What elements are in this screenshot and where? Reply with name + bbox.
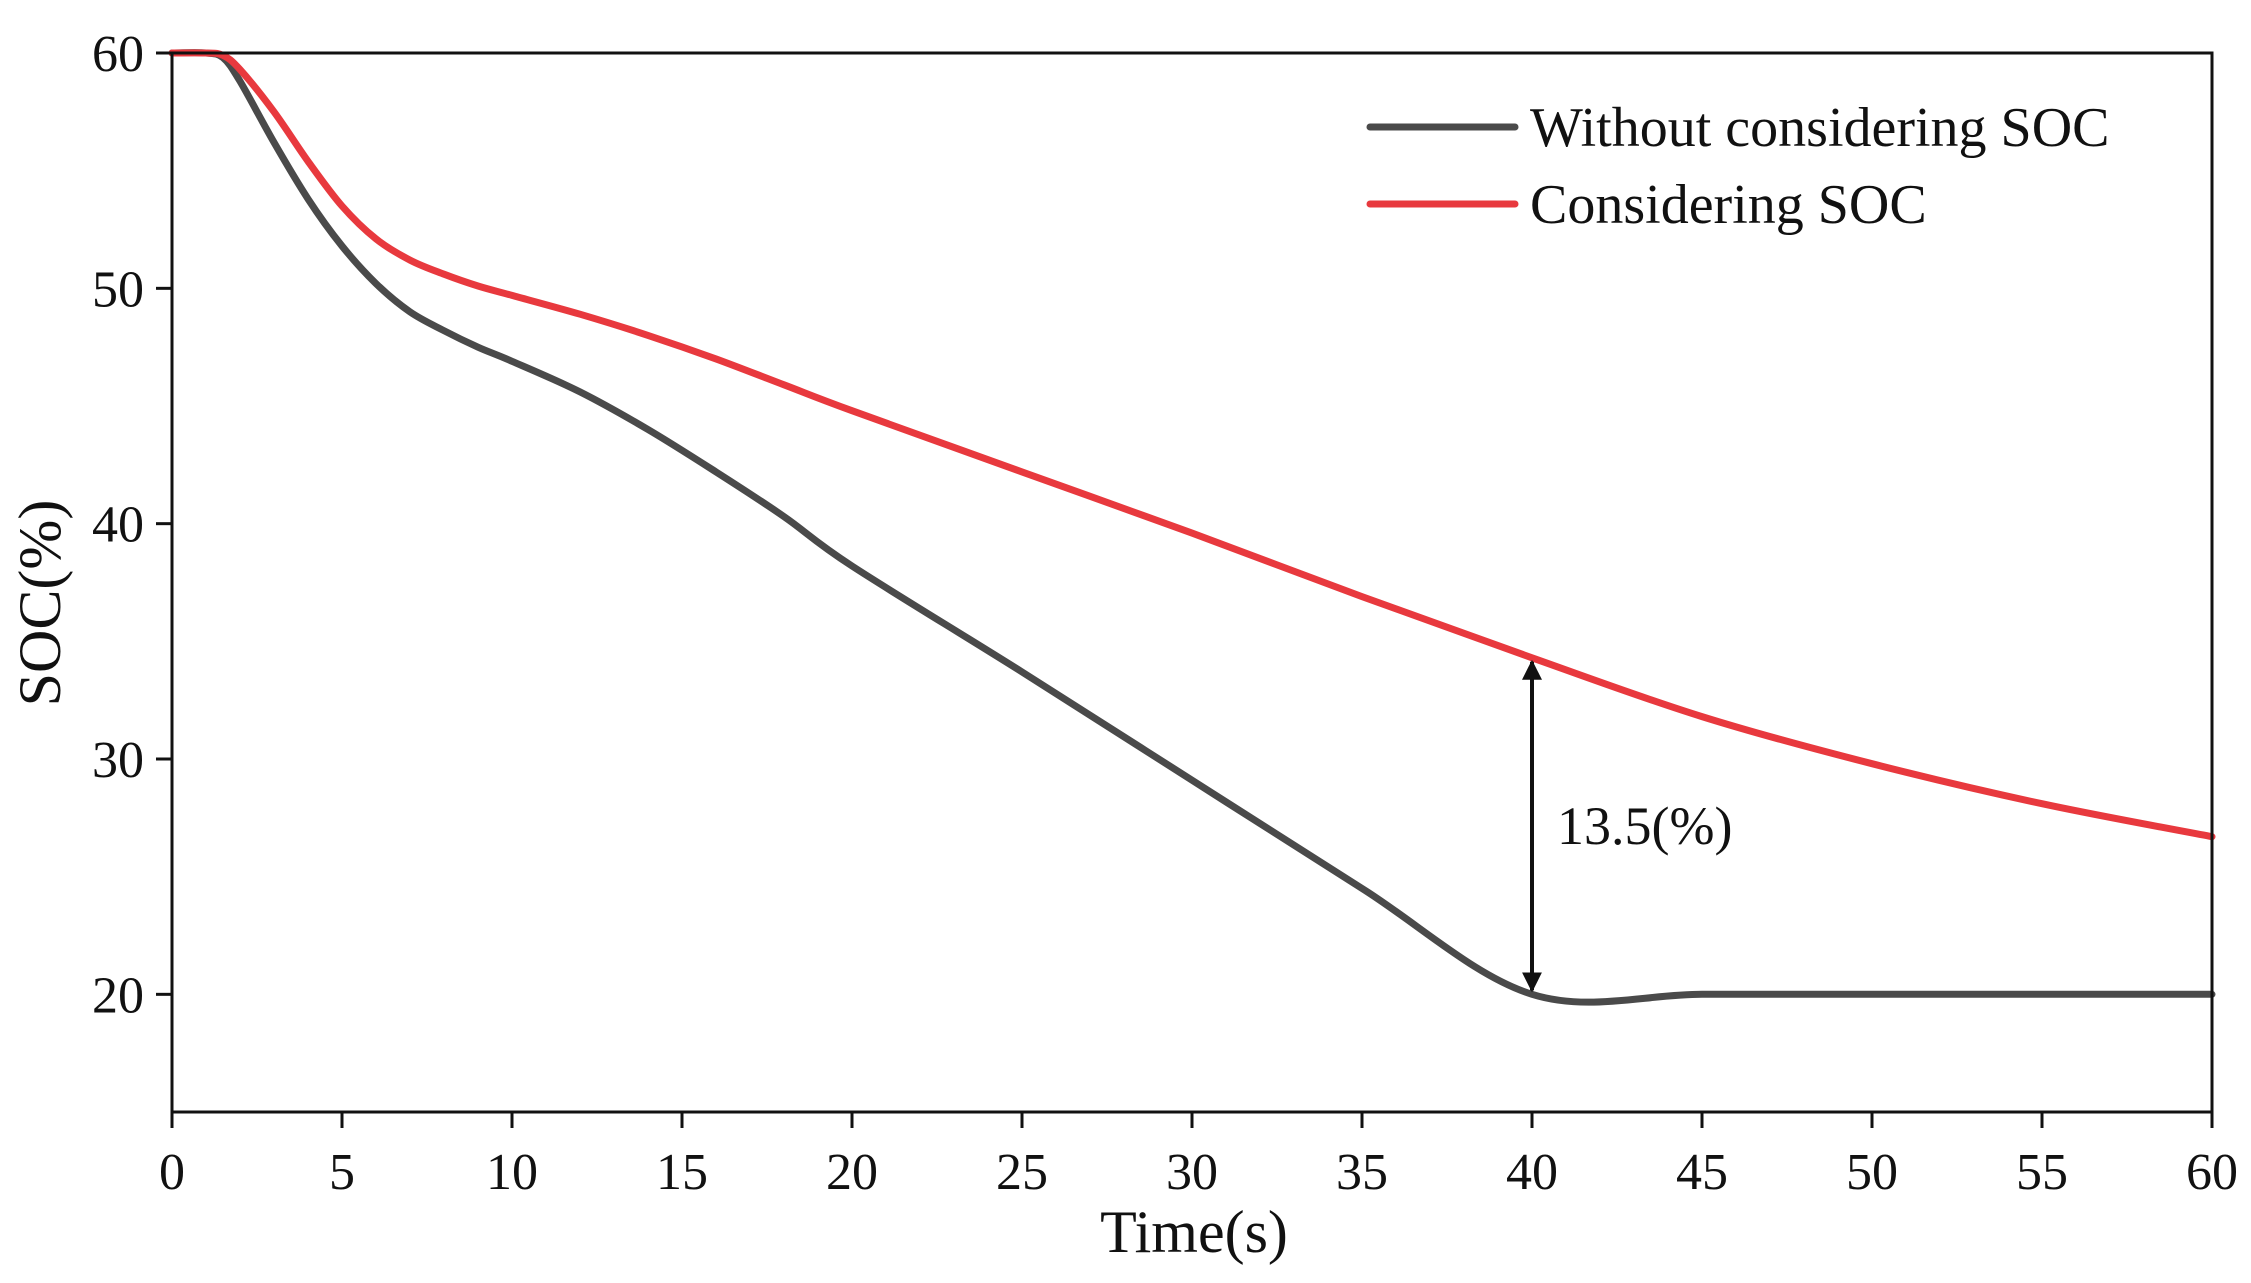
x-tick-label: 55 bbox=[2016, 1144, 2068, 1201]
series-line-2 bbox=[168, 49, 2216, 841]
x-axis-label: Time(s) bbox=[1100, 1199, 1288, 1265]
x-tick-label: 20 bbox=[826, 1144, 878, 1201]
x-tick-label: 60 bbox=[2186, 1144, 2238, 1201]
annotation-label: 13.5(%) bbox=[1557, 796, 1732, 856]
x-tick-label: 50 bbox=[1846, 1144, 1898, 1201]
plot-area: 0 5 10 15 20 25 30 35 40 45 50 55 60 20 30 40 50 60 Withou… bbox=[92, 26, 2238, 1201]
x-tick-label: 45 bbox=[1676, 1144, 1728, 1201]
x-tick-label: 10 bbox=[486, 1144, 538, 1201]
series-line-1 bbox=[168, 49, 2216, 1006]
y-tick-label: 40 bbox=[92, 497, 144, 554]
x-tick-label: 5 bbox=[329, 1144, 355, 1201]
legend-label-1: Without considering SOC bbox=[1530, 97, 2110, 159]
y-tick-label: 60 bbox=[92, 26, 144, 83]
x-tick-label: 25 bbox=[996, 1144, 1048, 1201]
y-tick-label: 30 bbox=[92, 732, 144, 789]
x-tick-label: 30 bbox=[1166, 1144, 1218, 1201]
y-axis-label: SOC(%) bbox=[7, 500, 73, 707]
x-tick-label: 0 bbox=[159, 1144, 185, 1201]
y-tick-label: 20 bbox=[92, 967, 144, 1024]
legend-label-2: Considering SOC bbox=[1530, 174, 1927, 236]
x-tick-label: 40 bbox=[1506, 1144, 1558, 1201]
y-tick-label: 50 bbox=[92, 261, 144, 318]
x-tick-label: 15 bbox=[656, 1144, 708, 1201]
x-tick-label: 35 bbox=[1336, 1144, 1388, 1201]
